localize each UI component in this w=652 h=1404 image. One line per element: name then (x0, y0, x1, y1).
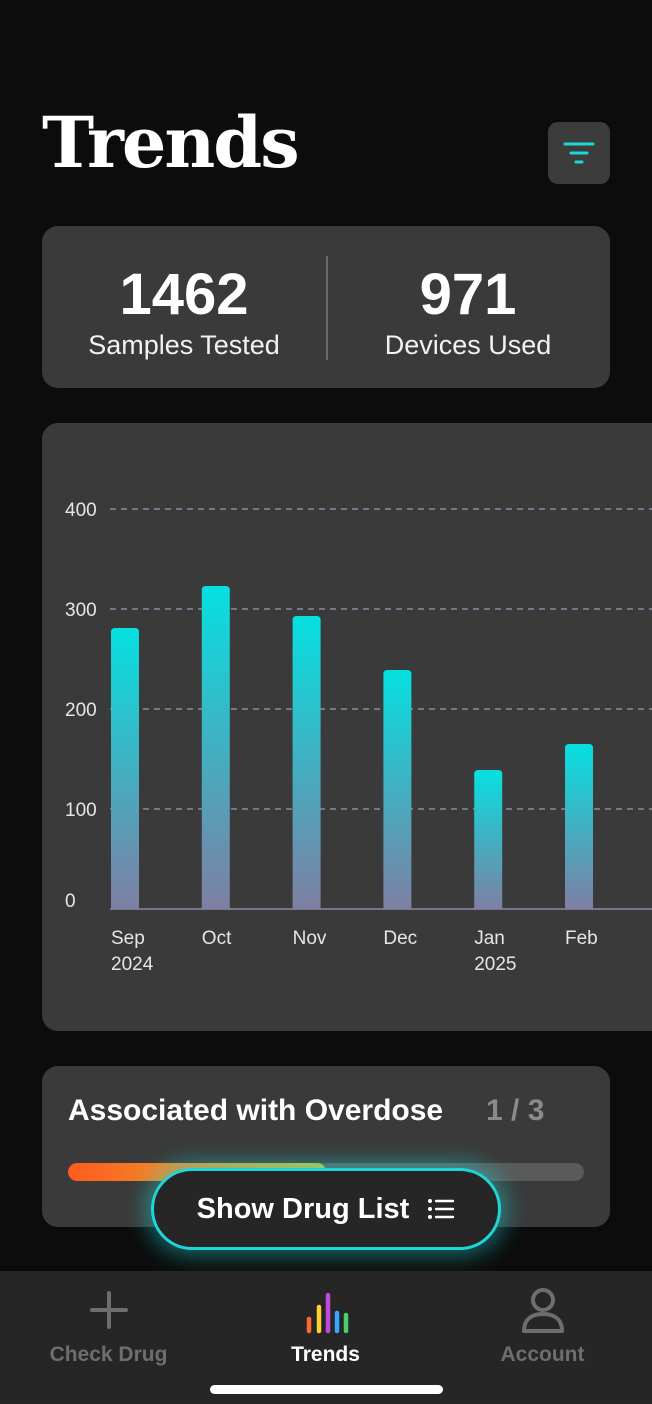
show-drug-list-label: Show Drug List (196, 1192, 410, 1225)
nav-label-trends: Trends (291, 1343, 360, 1366)
show-drug-list-button[interactable]: Show Drug List (151, 1168, 501, 1250)
x-tick-label: Sep 2024 (111, 928, 154, 975)
stats-divider (326, 256, 328, 360)
overdose-title: Associated with Overdose (68, 1094, 444, 1127)
y-tick-label: 200 (65, 700, 97, 721)
nav-item-account[interactable]: Account (434, 1285, 651, 1367)
filter-icon (563, 140, 595, 166)
nav-label-account: Account (500, 1343, 585, 1366)
page-title: Trends (42, 101, 300, 184)
x-tick-label: Nov (293, 928, 327, 949)
nav-item-trends[interactable]: Trends (217, 1285, 434, 1367)
list-icon (427, 1198, 455, 1220)
devices-used-label: Devices Used (384, 330, 552, 360)
devices-used-stat: 971 Devices Used (326, 226, 610, 361)
y-tick-label: 0 (65, 891, 76, 912)
bar-4 (474, 770, 503, 909)
x-tick-label: Feb (565, 928, 598, 949)
nav-item-check-drug[interactable]: Check Drug (0, 1285, 217, 1367)
devices-used-value: 971 (419, 262, 517, 327)
y-tick-label: 300 (65, 600, 97, 621)
bottom-nav: Check Drug Trends Account (0, 1271, 652, 1404)
y-tick-label: 400 (65, 500, 97, 521)
nav-label-check-drug: Check Drug (49, 1343, 168, 1366)
samples-tested-label: Samples Tested (88, 330, 280, 360)
home-indicator (210, 1385, 443, 1394)
bar-5 (565, 744, 593, 909)
bar-1 (201, 586, 230, 909)
bar-0 (111, 628, 139, 909)
bar-2 (292, 616, 321, 909)
x-tick-label: Jan 2025 (474, 928, 516, 975)
bar-chart-icon (217, 1285, 434, 1335)
samples-tested-value: 1462 (119, 262, 249, 327)
filter-button[interactable] (548, 122, 610, 184)
x-tick-label: Dec (383, 928, 417, 949)
trends-bar-chart: 0 100 200 300 400 Sep 2024 Oct Nov Dec Jan 2025 Feb (65, 500, 652, 975)
y-tick-label: 100 (65, 800, 97, 821)
trends-chart-card: 0 100 200 300 400 Sep 2024 Oct Nov Dec Jan 2025 Feb (42, 423, 652, 1031)
bar-3 (383, 670, 412, 909)
samples-tested-stat: 1462 Samples Tested (42, 226, 326, 361)
plus-icon (0, 1285, 217, 1335)
overdose-page-indicator: 1 / 3 (486, 1094, 545, 1127)
x-tick-label: Oct (202, 928, 232, 949)
person-icon (434, 1285, 651, 1335)
stats-card: 1462 Samples Tested 971 Devices Used (42, 226, 610, 388)
